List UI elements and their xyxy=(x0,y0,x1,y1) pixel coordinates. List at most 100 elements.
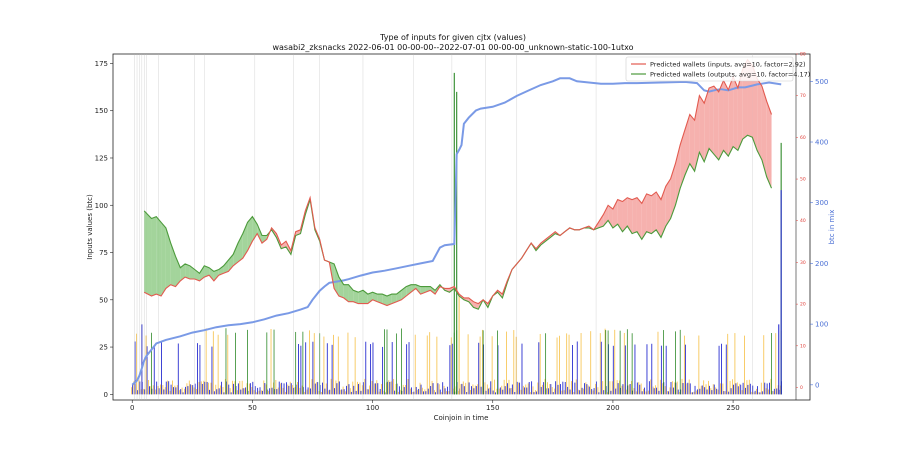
inputs-above-fill xyxy=(622,197,628,232)
outputs-above-fill xyxy=(411,284,416,293)
inputs-above-fill xyxy=(651,192,657,234)
outputs-above-fill xyxy=(386,294,392,306)
outputs-above-fill xyxy=(151,216,157,297)
y-axis-blue: 0 100 200 300 400 500 xyxy=(810,78,828,389)
x-axis-label: Coinjoin in time xyxy=(434,414,489,422)
y-tick-label: 125 xyxy=(95,154,108,162)
legend: Predicted wallets (inputs, avg=10, facto… xyxy=(625,56,810,82)
red-axis-tick-label: 70 xyxy=(800,93,806,99)
btc-in-mix-line xyxy=(131,77,782,386)
outputs-above-fill xyxy=(218,265,224,276)
outputs-above-fill xyxy=(343,284,349,302)
lines-layer xyxy=(131,58,782,386)
inputs-above-fill xyxy=(737,69,743,151)
y-tick-label: 150 xyxy=(95,107,108,115)
outputs-above-fill xyxy=(194,269,200,281)
inputs-above-fill xyxy=(718,80,724,160)
inputs-above-fill xyxy=(641,193,647,240)
legend-box xyxy=(625,56,794,82)
inputs-above-fill xyxy=(752,65,758,151)
outputs-above-fill xyxy=(247,216,253,251)
blue-axis-tick-label: 0 xyxy=(815,381,819,389)
inputs-above-fill xyxy=(617,199,623,232)
y-axis-left: 0 25 50 75 100 125 150 175 xyxy=(95,60,113,399)
blue-axis-tick-label: 100 xyxy=(815,321,828,329)
chart-subtitle: wasabi2_zksnacks 2022-06-01 00-00-00--20… xyxy=(272,43,633,52)
outputs-above-fill xyxy=(391,294,397,304)
outputs-above-fill xyxy=(156,216,162,297)
outputs-above-fill xyxy=(161,222,166,297)
y-tick-label: 50 xyxy=(99,296,108,304)
red-axis-tick-label: 40 xyxy=(800,218,806,224)
outputs-above-fill xyxy=(425,286,431,293)
y-axis-label: Inputs values (btc) xyxy=(86,194,94,260)
inputs-above-fill xyxy=(713,86,719,160)
x-axis: 0 50 100 150 200 250 xyxy=(130,400,740,412)
x-tick-label: 150 xyxy=(486,404,499,412)
blue-axis-tick-label: 200 xyxy=(815,260,828,268)
inputs-above-fill xyxy=(723,80,729,157)
outputs-above-fill xyxy=(199,265,205,281)
inputs-above-fill xyxy=(660,186,666,238)
outputs-above-fill xyxy=(175,256,181,287)
inputs-above-fill xyxy=(603,205,609,227)
outputs-above-fill xyxy=(430,286,436,295)
outputs-above-fill xyxy=(165,227,171,289)
inputs-above-fill xyxy=(757,78,762,160)
inputs-above-fill xyxy=(656,192,661,238)
red-axis-tick-label: 0 xyxy=(800,385,803,391)
red-axis-tick-label: 60 xyxy=(800,135,806,141)
inputs-above-fill xyxy=(680,129,686,189)
inputs-above-fill xyxy=(728,76,734,157)
x-tick-label: 100 xyxy=(366,404,379,412)
inputs-above-fill xyxy=(608,205,613,228)
blue-axis-tick-label: 300 xyxy=(815,199,828,207)
outputs-above-fill xyxy=(358,290,363,304)
x-tick-label: 0 xyxy=(130,404,134,412)
outputs-above-fill xyxy=(223,260,229,274)
x-tick-label: 200 xyxy=(606,404,619,412)
y-axis-red: 0 10 20 30 40 50 60 70 80 xyxy=(795,52,806,400)
inputs-above-fill xyxy=(761,86,767,177)
outputs-above-fill xyxy=(185,263,190,279)
inputs-above-fill xyxy=(632,197,637,234)
plot-frame xyxy=(112,53,811,401)
red-axis-tick-label: 50 xyxy=(800,177,806,183)
inputs-above-fill xyxy=(689,114,695,172)
fill-layer xyxy=(144,59,772,310)
inputs-above-fill xyxy=(636,197,642,240)
outputs-above-fill xyxy=(237,233,243,262)
inputs-above-fill xyxy=(665,178,671,227)
outputs-above-fill xyxy=(382,294,387,306)
outputs-above-fill xyxy=(204,265,210,278)
outputs-above-fill xyxy=(372,292,378,302)
x-tick-label: 50 xyxy=(248,404,257,412)
outputs-wallets-line xyxy=(143,134,773,310)
y-tick-label: 0 xyxy=(104,391,108,399)
inputs-above-fill xyxy=(627,197,633,234)
y2-axis-label: btc in mix xyxy=(828,210,836,245)
y-tick-label: 25 xyxy=(99,344,108,352)
inputs-above-fill xyxy=(468,297,474,308)
blue-axis-tick-label: 500 xyxy=(815,78,828,86)
red-axis-tick-label: 30 xyxy=(800,260,806,266)
outputs-above-fill xyxy=(353,290,359,304)
inputs-above-fill xyxy=(646,193,652,234)
plot-area xyxy=(112,53,811,401)
outputs-above-fill xyxy=(257,224,263,244)
inputs-above-fill xyxy=(670,163,676,219)
outputs-above-fill xyxy=(334,263,339,297)
outputs-above-fill xyxy=(213,269,219,281)
inputs-above-fill xyxy=(709,86,714,155)
red-axis-tick-label: 20 xyxy=(800,302,806,308)
chart-title: Type of inputs for given cjtx (values) xyxy=(379,33,526,42)
inputs-above-fill xyxy=(699,95,705,162)
inputs-wallets-line xyxy=(143,58,773,307)
outputs-above-fill xyxy=(233,243,238,266)
inputs-above-fill xyxy=(685,114,690,176)
inputs-above-fill xyxy=(733,76,738,151)
outputs-above-fill xyxy=(377,294,383,304)
red-axis-tick-label: 80 xyxy=(800,52,806,58)
inputs-above-fill xyxy=(704,88,710,162)
red-axis-tick-label: 10 xyxy=(800,343,806,349)
